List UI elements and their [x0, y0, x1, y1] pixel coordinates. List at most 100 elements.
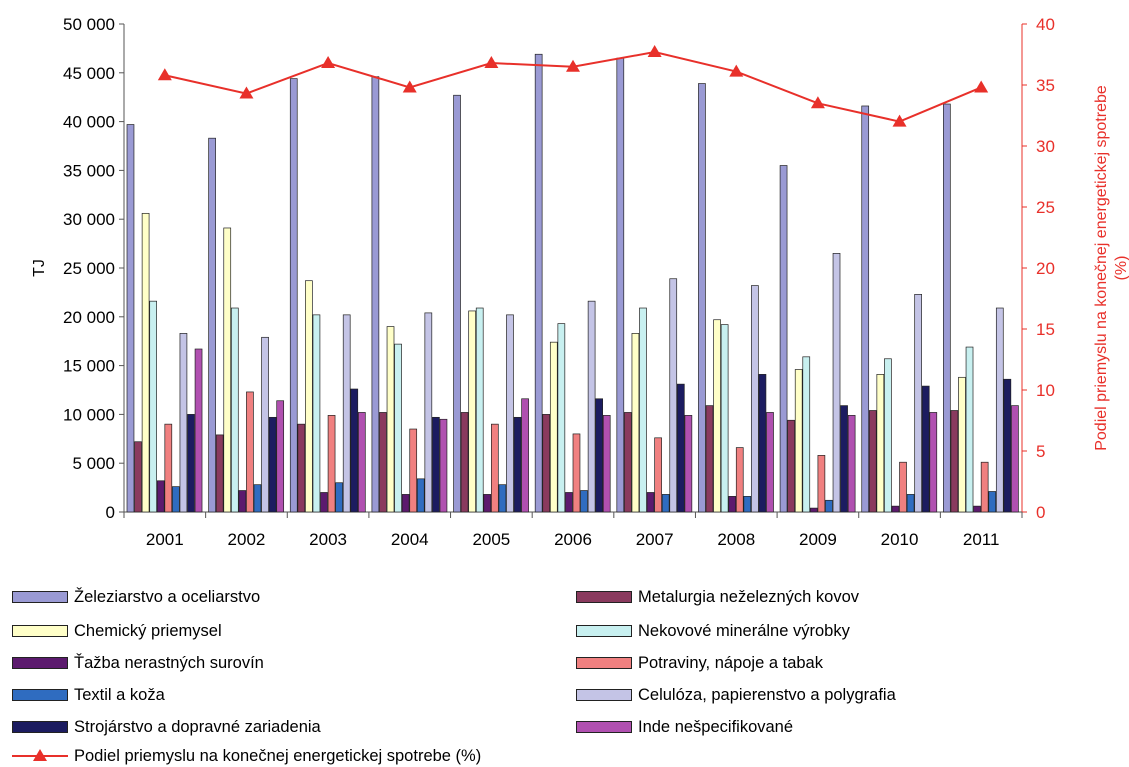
bar — [728, 496, 737, 513]
legend-swatch — [12, 591, 68, 603]
bar — [164, 423, 173, 513]
bar — [409, 428, 418, 513]
bar — [223, 227, 232, 513]
bar — [557, 323, 566, 513]
bar — [868, 410, 877, 513]
line-point — [729, 64, 744, 77]
bar — [268, 416, 277, 513]
legend-label: Strojárstvo a dopravné zariadenia — [74, 717, 321, 736]
bar — [253, 484, 262, 513]
legend-item-line: Podiel priemyslu na konečnej energeticke… — [12, 745, 481, 767]
bar — [958, 376, 966, 513]
bar — [289, 78, 298, 513]
legend-label: Metalurgia neželezných kovov — [638, 587, 860, 606]
y2-tick-label: 0 — [1036, 503, 1045, 522]
y-tick-label: 45 000 — [63, 64, 115, 83]
x-tick-label: 2006 — [554, 530, 592, 549]
bar — [720, 324, 729, 513]
bar — [572, 433, 581, 513]
x-tick-label: 2003 — [309, 530, 347, 549]
bar — [379, 412, 387, 513]
bar — [676, 383, 685, 513]
bar — [141, 212, 150, 513]
y2-tick-label: 20 — [1036, 259, 1055, 278]
y2-tick-label: 30 — [1036, 137, 1055, 156]
legend-item: Chemický priemysel — [12, 620, 222, 642]
y-tick-label: 15 000 — [63, 357, 115, 376]
bar — [899, 461, 907, 513]
bar — [327, 415, 336, 513]
x-tick-label: 2007 — [636, 530, 674, 549]
bar — [973, 505, 981, 513]
bar — [684, 415, 693, 513]
y2-tick-label: 35 — [1036, 76, 1055, 95]
bar — [639, 307, 647, 513]
bar — [587, 300, 596, 513]
bar — [743, 496, 752, 513]
bar — [705, 405, 714, 513]
legend-item: Železiarstvo a oceliarstvo — [12, 586, 260, 608]
bar — [980, 461, 989, 513]
legend-item: Textil a koža — [12, 684, 165, 706]
bar — [602, 415, 611, 513]
bar — [921, 385, 930, 513]
bar — [965, 346, 974, 513]
legend-label: Chemický priemysel — [74, 621, 222, 640]
y-tick-label: 10 000 — [63, 405, 115, 424]
line-point — [974, 80, 989, 93]
x-tick-label: 2010 — [881, 530, 919, 549]
y-tick-label: 40 000 — [63, 113, 115, 132]
bar — [194, 348, 203, 513]
bar — [861, 105, 870, 513]
legend-swatch — [12, 721, 68, 733]
bar — [787, 419, 795, 513]
legend-label: Nekovové minerálne výrobky — [638, 621, 850, 640]
bar — [906, 494, 915, 513]
bar — [475, 307, 484, 513]
bar — [416, 478, 425, 513]
legend-label: Železiarstvo a oceliarstvo — [74, 587, 261, 606]
y2-tick-label: 15 — [1036, 320, 1055, 339]
line-point — [892, 114, 907, 127]
bar — [779, 165, 788, 513]
bar — [794, 369, 803, 513]
bar — [534, 53, 543, 513]
bar — [238, 490, 247, 513]
bar — [498, 484, 507, 513]
legend-swatch — [12, 689, 68, 701]
bar — [172, 486, 180, 513]
x-tick-label: 2005 — [472, 530, 510, 549]
bar — [230, 307, 239, 513]
bar — [394, 343, 402, 513]
bar — [491, 423, 499, 513]
x-tick-label: 2002 — [228, 530, 266, 549]
bar — [521, 398, 529, 513]
bar — [350, 388, 359, 513]
legend-swatch — [576, 625, 632, 637]
bar — [506, 314, 514, 513]
bar — [751, 285, 759, 513]
bar — [1011, 405, 1019, 513]
y-tick-label: 25 000 — [63, 259, 115, 278]
bar — [134, 441, 142, 513]
bar — [156, 480, 165, 513]
x-tick-label: 2009 — [799, 530, 837, 549]
legend-label: Potraviny, nápoje a tabak — [638, 653, 823, 672]
line-point — [239, 86, 254, 99]
legend-item: Inde nešpecifikované — [576, 716, 793, 738]
bar — [847, 415, 856, 513]
bar — [766, 412, 774, 513]
bar — [453, 94, 461, 513]
y-axis-label: TJ — [31, 259, 48, 277]
y-tick-label: 0 — [106, 503, 115, 522]
y-tick-label: 30 000 — [63, 210, 115, 229]
line-series — [157, 45, 989, 127]
y2-axis-label: Podiel priemyslu na konečnej energeticke… — [1093, 85, 1129, 451]
line-point — [566, 59, 580, 72]
bar — [386, 326, 395, 513]
bar — [654, 437, 662, 513]
bar — [631, 333, 640, 513]
bar — [661, 494, 670, 513]
axes: 0 5 000 10 000 15 000 20 000 25 000 30 000 35 0… — [63, 15, 1055, 549]
bar — [468, 310, 476, 513]
